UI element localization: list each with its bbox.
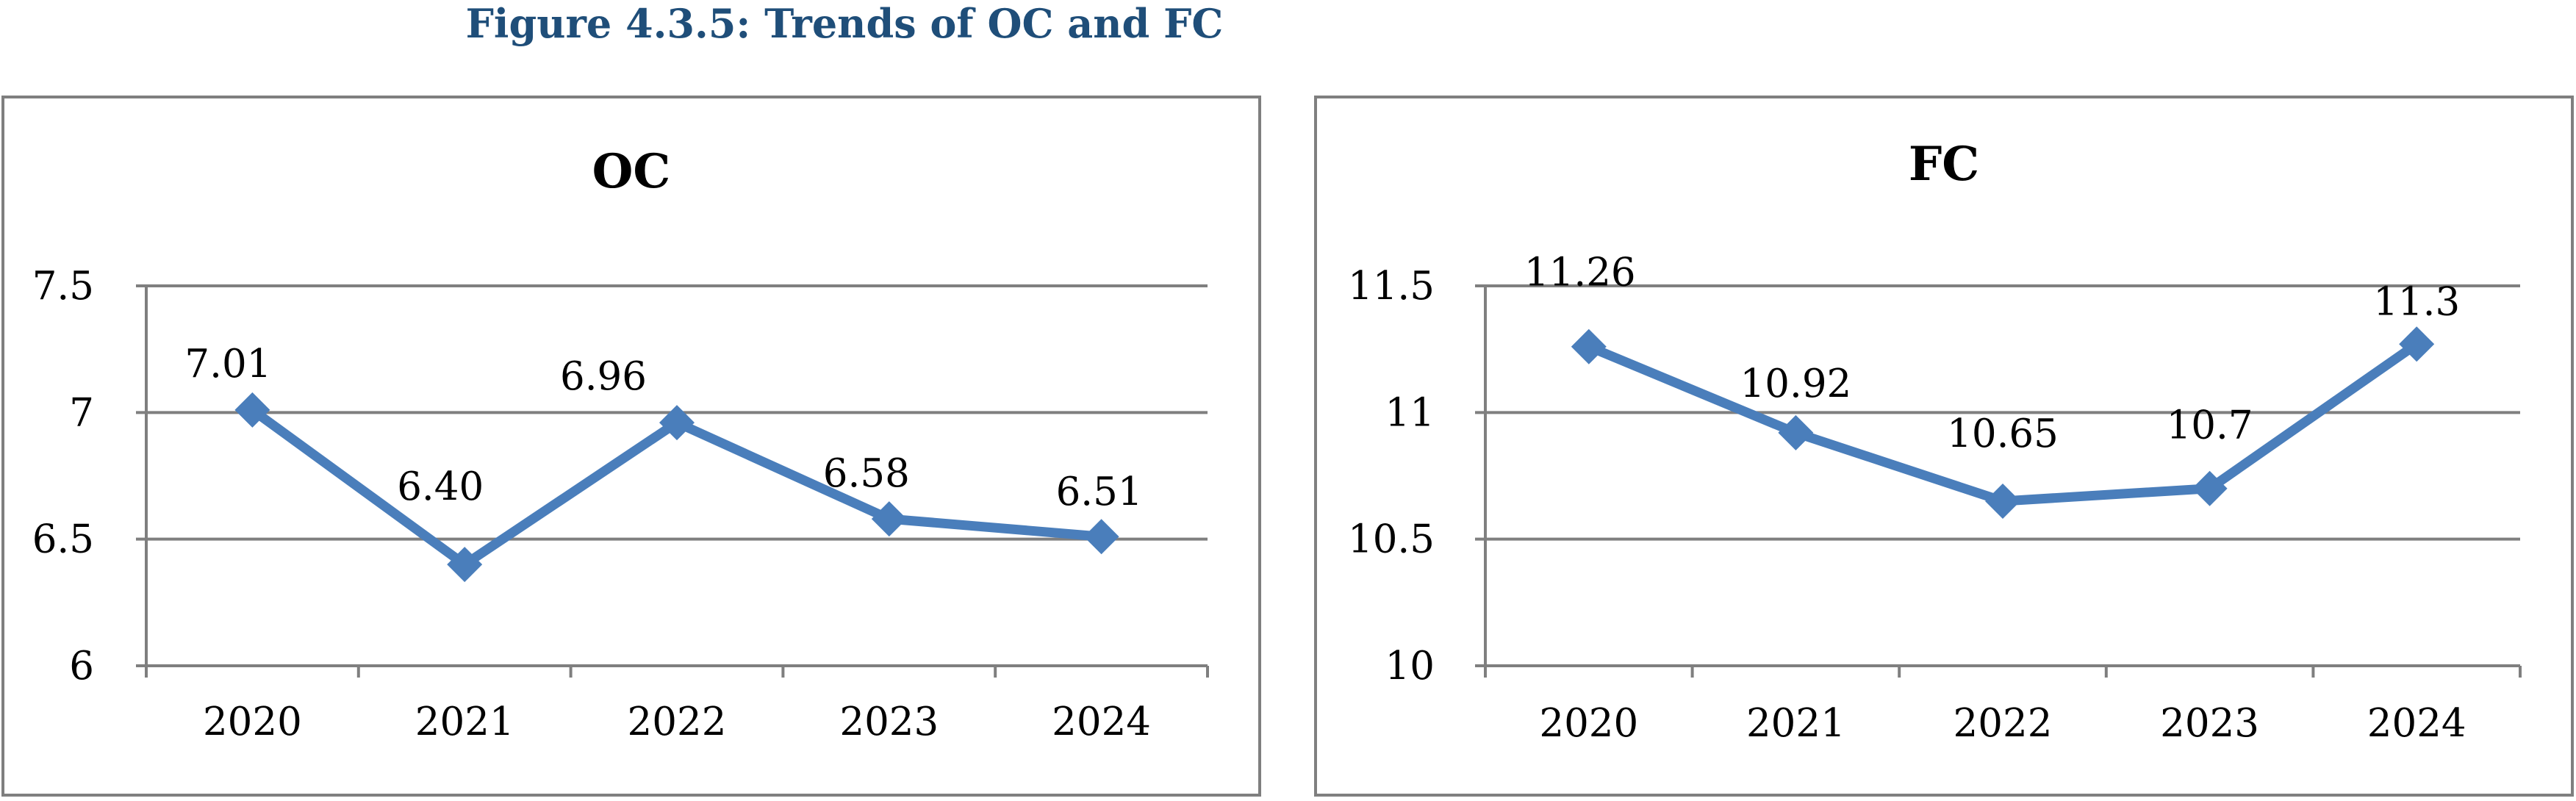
fc-line-chart: 10 10.5 11 11.5 2020 2021 2022 2023 2024 11.26 10.…	[1348, 251, 2522, 746]
data-point-marker	[1571, 328, 1607, 364]
y-tick-label: 10.5	[1348, 517, 1435, 562]
data-point-marker	[2399, 326, 2435, 362]
y-tick-label: 11	[1385, 390, 1435, 435]
x-tick-label: 2023	[2160, 701, 2259, 746]
data-label: 7.01	[184, 342, 271, 387]
data-point-marker	[447, 547, 483, 583]
x-tick-label: 2021	[415, 700, 514, 744]
data-point-marker	[659, 405, 695, 441]
y-tick-label: 6	[69, 644, 94, 689]
x-tick-label: 2021	[1746, 701, 1845, 746]
fc-chart-panel: FC 10 10.5 11 11.5 2020 2021 2022 2023 2024 11.26…	[1314, 96, 2574, 797]
data-label: 10.92	[1740, 362, 1852, 406]
x-tick-label: 2024	[1052, 700, 1151, 744]
x-tick-label: 2020	[203, 700, 302, 744]
data-label: 11.26	[1524, 251, 1636, 295]
x-tick-label: 2022	[628, 700, 727, 744]
fc-chart-title: FC	[1908, 137, 1980, 192]
data-point-marker	[1083, 519, 1119, 555]
data-point-marker	[1985, 483, 2020, 519]
y-tick-label: 7.5	[32, 264, 94, 309]
data-label: 6.40	[397, 464, 484, 509]
data-point-marker	[1778, 414, 1814, 450]
x-tick-label: 2020	[1539, 701, 1638, 746]
oc-chart-panel: OC 6 6.5 7 7.5 2020 2021 2022 2023 2024 7.01 6.40 6…	[1, 96, 1261, 797]
data-label: 11.3	[2373, 279, 2460, 324]
x-tick-label: 2024	[2367, 701, 2466, 746]
x-tick-label: 2023	[839, 700, 939, 744]
y-tick-label: 11.5	[1348, 264, 1435, 309]
data-point-marker	[2192, 470, 2228, 506]
data-label: 10.7	[2167, 403, 2253, 448]
y-tick-label: 6.5	[32, 517, 94, 562]
data-label: 10.65	[1947, 412, 2059, 456]
oc-line-chart: 6 6.5 7 7.5 2020 2021 2022 2023 2024 7.01 6.40 6.96…	[32, 264, 1209, 744]
data-point-marker	[871, 501, 907, 537]
data-label: 6.51	[1056, 470, 1143, 514]
data-label: 6.96	[560, 354, 647, 399]
data-label: 6.58	[823, 451, 910, 496]
data-point-marker	[234, 392, 270, 428]
x-tick-label: 2022	[1953, 701, 2053, 746]
y-tick-label: 7	[69, 390, 94, 435]
oc-chart-title: OC	[592, 144, 671, 199]
y-tick-label: 10	[1385, 644, 1435, 689]
figure-title: Figure 4.3.5: Trends of OC and FC	[465, 0, 1224, 47]
